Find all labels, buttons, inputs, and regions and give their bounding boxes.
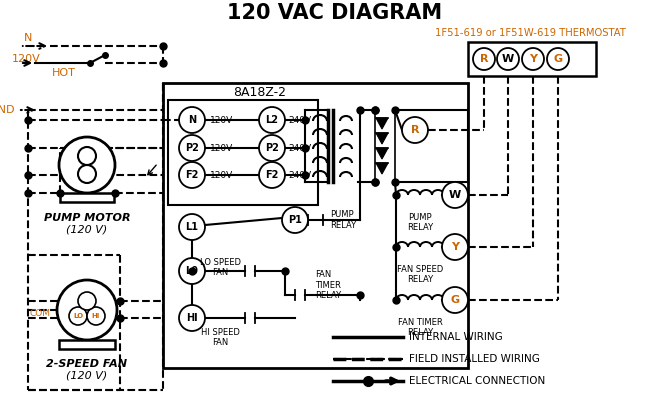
Circle shape xyxy=(522,48,544,70)
Text: LO SPEED
FAN: LO SPEED FAN xyxy=(200,258,241,277)
Text: 240V: 240V xyxy=(288,143,311,153)
Text: G: G xyxy=(553,54,563,64)
Text: 8A18Z-2: 8A18Z-2 xyxy=(234,85,287,98)
Text: PUMP
RELAY: PUMP RELAY xyxy=(330,210,356,230)
Circle shape xyxy=(179,107,205,133)
Text: FIELD INSTALLED WIRING: FIELD INSTALLED WIRING xyxy=(409,354,540,364)
Text: P2: P2 xyxy=(265,143,279,153)
Text: P1: P1 xyxy=(288,215,302,225)
Circle shape xyxy=(442,182,468,208)
Circle shape xyxy=(179,135,205,161)
Text: PUMP
RELAY: PUMP RELAY xyxy=(407,213,433,233)
Polygon shape xyxy=(376,118,388,129)
Text: L2: L2 xyxy=(265,115,279,125)
Text: N: N xyxy=(24,33,32,43)
Circle shape xyxy=(259,162,285,188)
Circle shape xyxy=(87,307,105,325)
Bar xyxy=(60,193,114,202)
Bar xyxy=(59,340,115,349)
Circle shape xyxy=(497,48,519,70)
Circle shape xyxy=(442,287,468,313)
Circle shape xyxy=(59,137,115,193)
Text: FAN
TIMER
RELAY: FAN TIMER RELAY xyxy=(315,270,341,300)
Text: W: W xyxy=(449,190,461,200)
Text: 240V: 240V xyxy=(288,171,311,179)
Text: L0: L0 xyxy=(186,266,198,276)
Circle shape xyxy=(179,305,205,331)
Circle shape xyxy=(259,107,285,133)
Text: COM: COM xyxy=(30,310,51,318)
Text: R: R xyxy=(411,125,419,135)
Text: 120V: 120V xyxy=(12,54,41,64)
Text: Y: Y xyxy=(451,242,459,252)
Bar xyxy=(168,100,318,205)
Circle shape xyxy=(547,48,569,70)
Text: 120 VAC DIAGRAM: 120 VAC DIAGRAM xyxy=(227,3,443,23)
Text: F2: F2 xyxy=(186,170,199,180)
Text: (120 V): (120 V) xyxy=(66,370,108,380)
Text: W: W xyxy=(502,54,514,64)
Circle shape xyxy=(78,165,96,183)
Text: LO: LO xyxy=(73,313,83,319)
Text: N: N xyxy=(188,115,196,125)
Circle shape xyxy=(57,280,117,340)
Polygon shape xyxy=(376,148,388,159)
Text: P2: P2 xyxy=(185,143,199,153)
Text: Y: Y xyxy=(529,54,537,64)
Circle shape xyxy=(69,307,87,325)
Text: FAN TIMER
RELAY: FAN TIMER RELAY xyxy=(397,318,442,337)
Circle shape xyxy=(179,162,205,188)
Text: 2-SPEED FAN: 2-SPEED FAN xyxy=(46,359,127,369)
Text: G: G xyxy=(450,295,460,305)
Text: HOT: HOT xyxy=(52,68,76,78)
Bar xyxy=(468,42,596,76)
Circle shape xyxy=(179,258,205,284)
Text: ELECTRICAL CONNECTION: ELECTRICAL CONNECTION xyxy=(409,376,545,386)
Text: PUMP MOTOR: PUMP MOTOR xyxy=(44,213,130,223)
Text: GND: GND xyxy=(0,105,15,115)
Text: INTERNAL WIRING: INTERNAL WIRING xyxy=(409,332,502,342)
Text: HI: HI xyxy=(186,313,198,323)
Text: (120 V): (120 V) xyxy=(66,224,108,234)
Text: 120V: 120V xyxy=(210,171,233,179)
Bar xyxy=(163,83,468,368)
Text: F2: F2 xyxy=(265,170,279,180)
Text: FAN SPEED
RELAY: FAN SPEED RELAY xyxy=(397,265,443,285)
Circle shape xyxy=(179,214,205,240)
Text: R: R xyxy=(480,54,488,64)
Text: 120V: 120V xyxy=(210,116,233,124)
Text: HI: HI xyxy=(92,313,100,319)
Circle shape xyxy=(78,147,96,165)
Text: L1: L1 xyxy=(186,222,198,232)
Circle shape xyxy=(473,48,495,70)
Circle shape xyxy=(442,234,468,260)
Circle shape xyxy=(282,207,308,233)
Circle shape xyxy=(259,135,285,161)
Polygon shape xyxy=(376,133,388,144)
Text: 1F51-619 or 1F51W-619 THERMOSTAT: 1F51-619 or 1F51W-619 THERMOSTAT xyxy=(435,28,625,38)
Polygon shape xyxy=(376,163,388,174)
Text: HI SPEED
FAN: HI SPEED FAN xyxy=(200,328,239,347)
Text: 120V: 120V xyxy=(210,143,233,153)
Circle shape xyxy=(402,117,428,143)
Text: 240V: 240V xyxy=(288,116,311,124)
Circle shape xyxy=(78,292,96,310)
